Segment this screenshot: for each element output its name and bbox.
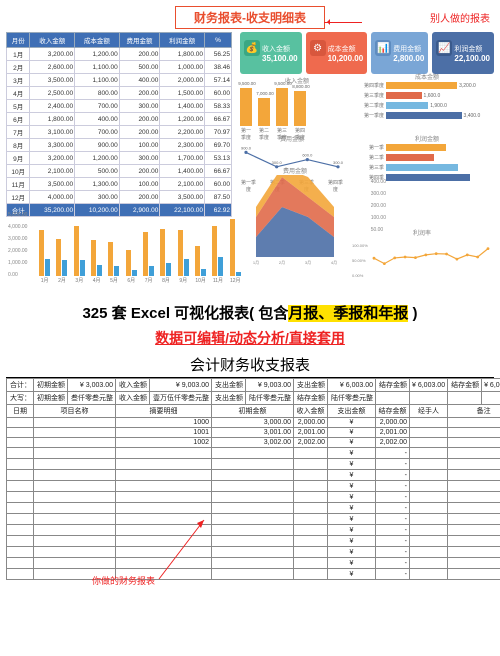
bar: 7,000.00 [258, 98, 270, 126]
svg-text:3月: 3月 [305, 260, 311, 265]
chart-title: 费用金额 [250, 166, 340, 175]
hbar [386, 102, 428, 109]
kpi-value: 10,200.00 [328, 54, 364, 63]
col-header: 收入金额 [30, 33, 75, 48]
col-header: 费用金额 [119, 33, 160, 48]
bar-group [36, 230, 53, 276]
title-wrap: 财务报表-收支明细表 [6, 6, 494, 29]
bar-group [140, 232, 157, 276]
kpi-value: 2,800.00 [393, 54, 424, 63]
hbar-row: 第一季度3,400.0 [362, 112, 492, 119]
svg-text:300.0: 300.0 [333, 160, 344, 165]
bar-group [192, 246, 209, 276]
kpi-label: 收入金额 [262, 44, 298, 54]
chart-title: 利润金额 [362, 134, 492, 143]
dashboard-title: 财务报表-收支明细表 [175, 6, 325, 29]
bar-group [71, 226, 88, 276]
subheadline: 数据可编辑/动态分析/直接套用 [0, 328, 500, 348]
col-header: 月份 [7, 33, 30, 48]
monthly-table: 月份收入金额成本金额费用金额利润金额% 1月3,200.001,200.0020… [6, 32, 232, 217]
kpi-card: ⚙ 成本金额 10,200.00 [306, 32, 368, 74]
hbar-row: 第三季度1,600.0 [362, 92, 492, 99]
hbar-row: 第二季度1,900.0 [362, 102, 492, 109]
accounting-table: 合计：初期金额¥ 3,003.00收入金额¥ 9,003.00支出金额¥ 9,0… [6, 378, 500, 580]
svg-text:0.00%: 0.00% [352, 273, 364, 278]
svg-text:50.00%: 50.00% [352, 258, 366, 263]
income-bar-chart: 收入金额 9,500.007,000.009,500.008,800.00 第一… [240, 76, 354, 141]
kpi-value: 22,100.00 [454, 54, 490, 63]
profit-hbar-chart: 利润金额 第一季第二季第三季第四季 [362, 134, 492, 181]
kpi-icon: 💰 [244, 40, 260, 56]
kpi-icon: 📈 [436, 40, 452, 56]
svg-text:600.0: 600.0 [302, 153, 313, 158]
svg-text:100.00%: 100.00% [352, 243, 368, 248]
kpi-cards: 💰 收入金额 35,100.00⚙ 成本金额 10,200.00📊 费用金额 2… [240, 32, 494, 74]
kpi-icon: ⚙ [310, 40, 326, 56]
kpi-label: 利润金额 [454, 44, 490, 54]
bar: 9,500.00 [240, 88, 252, 126]
hbar [386, 112, 462, 119]
hbar [386, 174, 470, 181]
chart-title: 成本金额 [362, 72, 492, 81]
svg-text:300.0: 300.0 [272, 160, 283, 165]
headline-pre: 325 套 Excel 可视化报表( 包含 [82, 305, 288, 322]
kpi-value: 35,100.00 [262, 54, 298, 63]
hbar-row: 第三季 [362, 164, 492, 171]
svg-text:2月: 2月 [279, 260, 285, 265]
col-header: % [205, 33, 232, 48]
accounting-table-section: 会计财务收支报表 合计：初期金额¥ 3,003.00收入金额¥ 9,003.00… [6, 354, 494, 580]
hbar [386, 92, 422, 99]
arrow-to-table [154, 514, 214, 584]
svg-text:1月: 1月 [253, 260, 259, 265]
bar-group [157, 229, 174, 276]
accounting-title: 会计财务收支报表 [6, 354, 494, 378]
bar-group [175, 230, 192, 276]
kpi-card: 📈 利润金额 22,100.00 [432, 32, 494, 74]
bar-group [53, 239, 70, 276]
profit-rate-line-chart: 利润率 0.00% 50.00% 100.00% [350, 228, 494, 288]
hbar [386, 144, 446, 151]
bar: 8,800.00 [294, 91, 306, 126]
headline-highlight: 月报、季报和年报 [288, 305, 408, 322]
bar-group [88, 240, 105, 276]
note-others: 别人做的报表 [430, 10, 490, 25]
cost-hbar-chart: 成本金额 第四季度3,200.0 第三季度1,600.0 第二季度1,900.0 第一… [362, 72, 492, 119]
col-header: 成本金额 [75, 33, 120, 48]
col-header: 利润金额 [160, 33, 205, 48]
dashboard: 财务报表-收支明细表 别人做的报表 月份收入金额成本金额费用金额利润金额% 1月… [6, 6, 494, 296]
svg-text:900.0: 900.0 [241, 145, 252, 150]
hbar [386, 154, 434, 161]
headline: 325 套 Excel 可视化报表( 包含月报、季报和年报 ) [0, 302, 500, 323]
bar-group [123, 250, 140, 276]
chart-title: 利润率 [350, 228, 494, 237]
kpi-card: 💰 收入金额 35,100.00 [240, 32, 302, 74]
hbar-row: 第二季 [362, 154, 492, 161]
headline-post: ) [408, 305, 417, 322]
hbar-row: 第四季度3,200.0 [362, 82, 492, 89]
note-yours: 你做的财务报表 [92, 574, 155, 587]
hbar [386, 82, 457, 89]
hbar [386, 164, 458, 171]
kpi-label: 成本金额 [328, 44, 364, 54]
bar-group [209, 226, 226, 276]
grouped-bar-chart: 0.001,000.002,000.003,000.004,000.005,00… [8, 212, 244, 294]
bar-group [227, 219, 244, 276]
bar-group [105, 242, 122, 276]
bar: 9,500.00 [276, 88, 288, 126]
arrow-to-title [324, 18, 368, 28]
stacked-area-chart: 费用金额 1月2月3月4月 400.00300.00200.00100.0050… [250, 166, 340, 274]
kpi-card: 📊 费用金额 2,800.00 [371, 32, 428, 74]
svg-text:4月: 4月 [331, 260, 337, 265]
hbar-row: 第一季 [362, 144, 492, 151]
kpi-label: 费用金额 [393, 44, 424, 54]
kpi-icon: 📊 [375, 40, 391, 56]
chart-title: 费用金额 [240, 134, 344, 143]
